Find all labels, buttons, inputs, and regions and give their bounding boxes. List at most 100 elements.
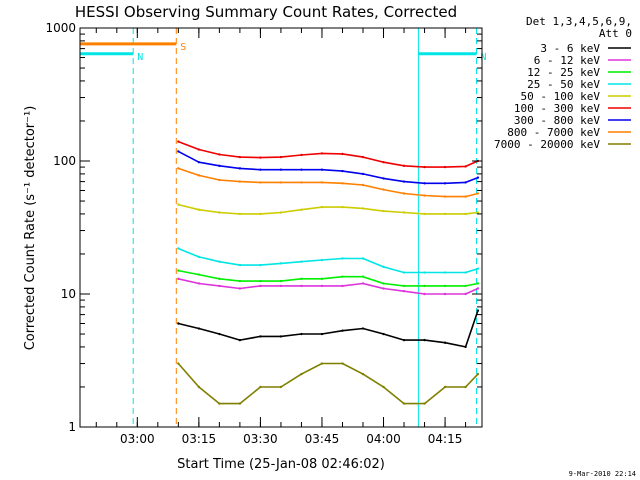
series-2-point-2	[197, 282, 201, 285]
series-3-point-16	[476, 282, 480, 285]
legend-label-2: 6 - 12 keV	[534, 54, 601, 67]
series-3-point-7	[300, 277, 303, 281]
legend-header-line-1: Det 1,3,4,5,6,9,	[526, 15, 632, 28]
plot-area: N NS	[79, 28, 487, 427]
series-2-point-4	[238, 287, 242, 290]
series-line-2	[178, 278, 479, 295]
y-axis-label: Corrected Count Rate (s⁻¹ detector⁻¹)	[23, 106, 38, 351]
series-8-point-2	[197, 174, 201, 177]
series-4-point-14	[443, 271, 447, 274]
series-2-point-11	[382, 287, 385, 290]
series-3-point-13	[423, 284, 426, 288]
series-8-point-16	[476, 192, 480, 195]
series-9-point-11	[382, 385, 385, 389]
legend-label-7: 300 - 800 keV	[514, 114, 600, 127]
series-1-point-15	[464, 345, 467, 349]
series-2-point-14	[443, 292, 447, 296]
series-4-point-6	[279, 262, 283, 265]
series-3-point-11	[382, 282, 385, 285]
series-2-point-13	[423, 292, 426, 296]
series-6-point-1	[177, 140, 180, 143]
series-8-point-9	[341, 182, 344, 185]
series-6-point-9	[341, 152, 344, 156]
series-9-point-7	[300, 372, 303, 376]
series-9-point-9	[341, 362, 344, 365]
series-4-point-2	[197, 255, 201, 259]
series-3-point-9	[341, 275, 344, 278]
series-1-point-4	[238, 338, 242, 342]
series-9-point-10	[361, 372, 365, 376]
legend-label-5: 50 - 100 keV	[521, 90, 601, 103]
series-1-point-2	[197, 327, 201, 330]
legend-label-4: 25 - 50 keV	[527, 78, 600, 91]
series-1-point-13	[423, 338, 426, 342]
legend-header-line-2: Att 0	[599, 27, 632, 40]
x-tick-label-4: 03:45	[305, 432, 340, 446]
series-3-point-3	[218, 277, 221, 281]
series-9-point-5	[259, 385, 262, 389]
series-3-point-15	[464, 284, 467, 288]
flag-label-1: N	[137, 52, 143, 63]
series-8-point-11	[382, 188, 385, 191]
series-9-point-6	[279, 385, 283, 389]
x-tick-label-5: 04:00	[366, 432, 401, 446]
series-6-point-2	[197, 148, 201, 151]
series-9-point-4	[238, 402, 242, 405]
series-9-point-16	[476, 372, 480, 376]
series-1-point-5	[259, 335, 262, 338]
series-9-point-15	[464, 385, 467, 389]
series-3-point-1	[177, 269, 180, 272]
series-6-point-6	[279, 155, 283, 159]
series-6-point-10	[361, 155, 365, 159]
series-1-point-9	[341, 329, 344, 332]
series-line-8	[178, 167, 479, 198]
series-6-point-15	[464, 165, 467, 168]
series-7-point-5	[259, 168, 262, 171]
series-5-point-12	[402, 211, 406, 214]
x-axis: 03:00 03:15 03:30 03:45 04:00 04:15	[95, 28, 467, 446]
series-9-point-14	[443, 385, 447, 389]
series-8-point-14	[443, 195, 447, 198]
y-tick-label-1: 1	[68, 420, 76, 434]
series-line-5	[178, 203, 478, 215]
series-8-point-1	[177, 167, 180, 170]
series-line-6	[178, 140, 479, 168]
series-1-point-3	[218, 332, 221, 336]
series-1-point-8	[320, 332, 324, 336]
series-9-point-8	[320, 362, 324, 365]
series-8-point-6	[279, 181, 283, 184]
series-5-point-13	[423, 212, 426, 216]
series-5-point-7	[300, 208, 303, 211]
series-1-point-7	[300, 332, 303, 336]
series-8-point-12	[402, 192, 406, 195]
series-7-point-11	[382, 177, 385, 180]
series-3-point-14	[443, 284, 447, 288]
series-9-point-3	[218, 402, 221, 405]
series-3-point-8	[320, 277, 324, 281]
x-tick-label-6: 04:15	[428, 432, 463, 446]
series-3-point-5	[259, 279, 262, 283]
series-2-point-12	[402, 289, 406, 293]
series-6-point-5	[259, 156, 262, 159]
series-1-point-12	[402, 338, 406, 342]
series-6-point-12	[402, 164, 406, 168]
series-2-point-9	[341, 284, 344, 288]
series-line-1	[178, 310, 479, 348]
series-2-point-3	[218, 284, 221, 288]
series-7-point-4	[238, 167, 242, 170]
series-2-point-16	[476, 287, 480, 290]
series-5-point-8	[320, 205, 324, 209]
y-axis: 1 10 100 1000	[45, 21, 482, 434]
series-5-point-15	[464, 212, 467, 216]
series-6-point-4	[238, 155, 242, 159]
series-8-point-10	[361, 183, 365, 187]
series-4-point-9	[341, 257, 344, 260]
series-7-point-15	[464, 181, 467, 184]
series-7-point-12	[402, 180, 406, 183]
series-6-point-8	[320, 152, 324, 155]
series-2-point-8	[320, 284, 324, 288]
series-4-point-11	[382, 265, 385, 269]
